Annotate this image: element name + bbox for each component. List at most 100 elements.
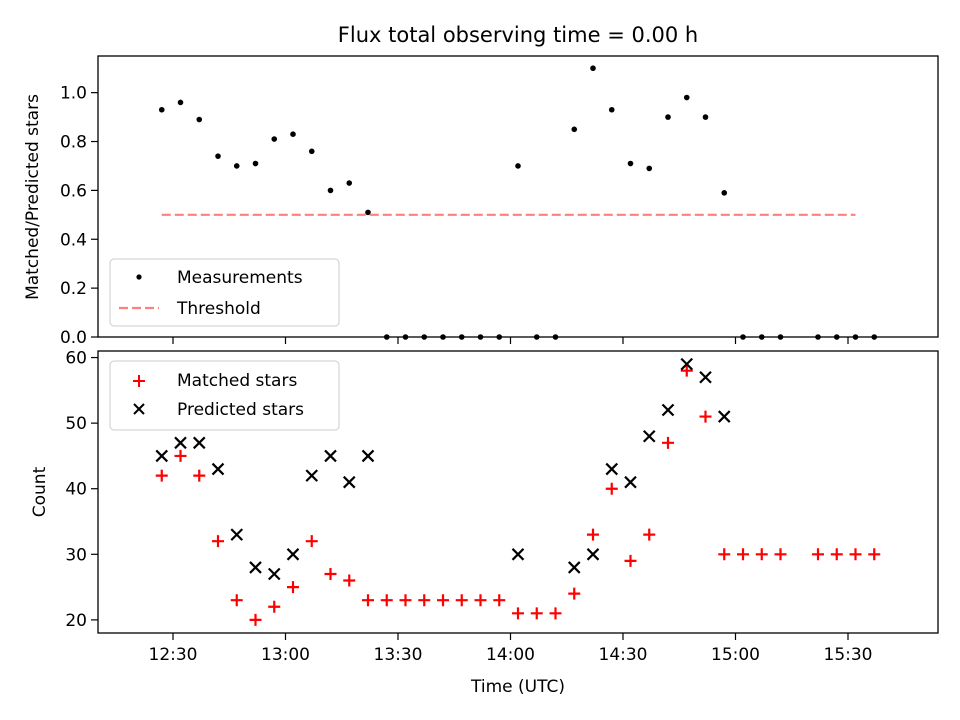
ratio-y-tick-label: 0.0 <box>60 328 87 348</box>
matched-point <box>343 574 356 587</box>
matched-point <box>155 469 168 482</box>
measurement-point <box>608 106 615 113</box>
matched-point <box>249 613 262 626</box>
predicted-point <box>174 436 187 450</box>
matched-point <box>268 600 281 613</box>
predicted-point <box>511 548 525 561</box>
matched-point <box>362 594 374 607</box>
x-tick-label: 13:30 <box>374 645 423 665</box>
measurement-point <box>702 114 709 120</box>
measurement-point <box>515 163 521 169</box>
ratio-y-tick-label: 0.6 <box>60 181 87 201</box>
matched-point <box>812 548 824 561</box>
ratio-y-tick-label: 0.4 <box>60 230 87 250</box>
count-plot-frame <box>97 350 939 634</box>
predicted-point <box>249 561 262 574</box>
ratio-legend: Measurements Threshold <box>109 258 340 327</box>
predicted-point <box>286 548 300 561</box>
predicted-point <box>680 357 694 371</box>
predicted-point <box>192 436 206 450</box>
matched-point <box>699 410 712 423</box>
measurement-point <box>158 106 165 113</box>
count-y-tick-label: 60 <box>65 349 87 369</box>
matched-point <box>549 607 562 620</box>
matched-point <box>624 554 637 567</box>
ratio-y-tick-label: 0.2 <box>60 279 87 299</box>
legend-predicted-marker <box>133 403 145 415</box>
matched-point <box>324 567 337 580</box>
predicted-point <box>567 561 581 574</box>
matched-point <box>849 548 862 561</box>
ratio-y-tick-label: 0.8 <box>60 133 87 153</box>
ratio-plot-frame <box>97 55 939 338</box>
measurement-point <box>646 165 653 172</box>
ratio-y-axis-label: Matched/Predicted stars <box>23 94 43 300</box>
matched-point <box>643 528 656 541</box>
legend-measurements-label: Measurements <box>177 268 303 288</box>
legend-predicted-label: Predicted stars <box>177 400 304 420</box>
x-axis-label: Time (UTC) <box>470 677 565 697</box>
legend-matched-label: Matched stars <box>177 371 297 391</box>
matched-point <box>174 449 187 462</box>
predicted-point <box>342 475 356 489</box>
predicted-point <box>661 403 675 417</box>
measurement-point <box>571 126 578 133</box>
matched-point <box>774 548 787 561</box>
ratio-legend-box <box>109 258 340 327</box>
matched-point <box>474 594 487 607</box>
measurement-point <box>290 131 296 137</box>
predicted-point <box>361 449 375 463</box>
x-tick-label: 15:00 <box>711 645 760 665</box>
count-legend: Matched stars Predicted stars <box>109 360 340 431</box>
ratio-y-tick-label: 1.0 <box>60 84 87 104</box>
measurement-point <box>665 114 671 120</box>
measurement-point <box>327 187 334 194</box>
measurement-point <box>590 65 596 72</box>
x-tick-label: 13:00 <box>261 645 310 665</box>
legend-threshold-label: Threshold <box>176 299 261 319</box>
predicted-point <box>586 548 600 561</box>
count-y-tick-label: 20 <box>65 611 87 631</box>
measurement-point <box>271 136 278 142</box>
matched-point <box>868 548 881 561</box>
measurement-point <box>215 153 221 159</box>
measurement-point <box>177 99 184 106</box>
x-tick-label: 15:30 <box>824 645 873 665</box>
count-y-tick-label: 30 <box>65 545 87 565</box>
matched-point <box>230 594 243 607</box>
measurement-point <box>346 180 353 186</box>
count-legend-box <box>109 360 340 431</box>
matched-point <box>587 528 599 541</box>
predicted-point <box>717 410 731 423</box>
predicted-point <box>324 449 337 463</box>
predicted-point <box>624 475 637 489</box>
count-plot: 20 30 40 50 60 12:30 13:00 13:30 14:00 14:30 15:00… <box>65 349 939 665</box>
matched-point <box>830 548 843 561</box>
measurement-point <box>233 163 240 169</box>
predicted-point <box>267 567 281 581</box>
predicted-point <box>155 449 169 463</box>
measurement-point <box>365 209 371 216</box>
measurement-point <box>721 190 728 196</box>
matched-point <box>380 594 393 607</box>
legend-matched-marker <box>133 375 145 387</box>
matched-point <box>662 436 674 449</box>
measurement-point <box>196 116 203 123</box>
legend-measurements-marker <box>136 274 142 280</box>
x-tick-label: 14:30 <box>599 645 648 665</box>
count-y-axis-label: Count <box>30 466 50 517</box>
matched-point <box>305 535 318 548</box>
matched-point <box>455 594 468 607</box>
ratio-plot: 0.0 0.2 0.4 0.6 0.8 1.0 <box>60 55 939 348</box>
predicted-point <box>642 429 656 443</box>
predicted-point <box>605 462 619 476</box>
matched-point <box>680 364 693 377</box>
matched-point <box>399 594 412 607</box>
matched-point <box>418 594 431 607</box>
measurement-point <box>252 160 259 167</box>
matched-point <box>737 548 749 561</box>
matched-point <box>493 594 506 607</box>
count-y-tick-label: 50 <box>65 414 87 434</box>
predicted-point <box>699 370 712 384</box>
